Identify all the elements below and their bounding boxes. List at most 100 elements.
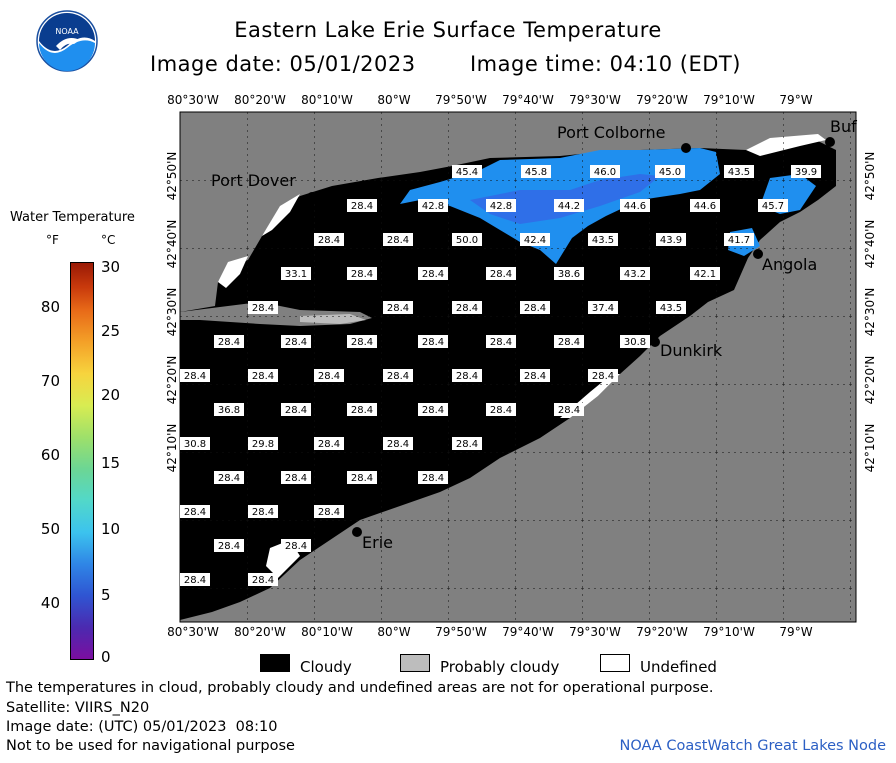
lat-label: 42°20'N [165, 356, 179, 405]
temperature-label-box [214, 539, 244, 552]
temperature-label-box [248, 369, 278, 382]
temperature-label-box [180, 573, 210, 586]
temperature-label: 46.0 [594, 167, 616, 178]
image-date-line: Image date: 05/01/2023 Image time: 04:10… [150, 52, 750, 76]
key-probably-cloudy-label: Probably cloudy [440, 658, 560, 676]
graticule [180, 112, 856, 622]
temperature-label: 43.5 [728, 167, 750, 178]
temperature-label-box [554, 199, 584, 212]
temperature-label-box [314, 233, 344, 246]
temperature-label: 28.4 [490, 405, 512, 416]
temperature-label-box [656, 301, 686, 314]
temperature-label: 28.4 [285, 405, 307, 416]
temperature-label-box [347, 471, 377, 484]
temperature-label: 43.9 [660, 235, 682, 246]
temperature-label-box [248, 573, 278, 586]
lon-label: 79°10'W [703, 93, 755, 107]
lat-label: 42°10'N [863, 424, 877, 473]
temperature-label: 28.4 [351, 405, 373, 416]
temperature-label: 28.4 [218, 473, 240, 484]
temperature-label: 28.4 [184, 371, 206, 382]
temperature-label-box [588, 369, 618, 382]
city-label: Buf [830, 117, 857, 136]
lon-label: 80°20'W [234, 625, 286, 639]
temperature-label-box [620, 335, 650, 348]
temperature-label: 36.8 [218, 405, 240, 416]
temperature-label-box [486, 267, 516, 280]
c-tick: 30 [101, 258, 121, 276]
temperature-label-box [347, 199, 377, 212]
temperature-label-box [347, 335, 377, 348]
temperature-colorbar [70, 262, 94, 660]
temperature-label: 29.8 [252, 439, 274, 450]
temperature-label-box [180, 437, 210, 450]
temperature-label-box [180, 505, 210, 518]
legend-title: Water Temperature [10, 210, 135, 225]
city-label: Port Dover [211, 171, 296, 190]
temperature-label-box [690, 267, 720, 280]
temperature-label-box [418, 471, 448, 484]
temperature-label-box [554, 267, 584, 280]
city-label: Dunkirk [660, 341, 723, 360]
c-tick: 10 [101, 520, 121, 538]
temperature-label-box [758, 199, 788, 212]
key-undefined-label: Undefined [640, 658, 717, 676]
temperature-label: 28.4 [490, 337, 512, 348]
temperature-label: 28.4 [351, 269, 373, 280]
lat-label: 42°50'N [863, 152, 877, 201]
temperature-label-box [214, 335, 244, 348]
disclaimer-note: The temperatures in cloud, probably clou… [6, 680, 714, 696]
image-time: Image time: 04:10 (EDT) [469, 52, 741, 76]
right-lat-labels: 42°50'N 42°40'N 42°30'N 42°20'N 42°10'N [863, 152, 877, 473]
temperature-label-box [620, 199, 650, 212]
temperature-label: 43.5 [660, 303, 682, 314]
temperature-label: 43.5 [592, 235, 614, 246]
satellite-note: Satellite: VIIRS_N20 [6, 700, 150, 716]
temperature-label: 28.4 [318, 371, 340, 382]
lon-label: 79°10'W [703, 625, 755, 639]
temperature-label: 28.4 [387, 371, 409, 382]
temperature-label-box [724, 165, 754, 178]
temperature-label: 28.4 [252, 507, 274, 518]
temperature-label-box [452, 165, 482, 178]
temperature-label: 43.2 [624, 269, 646, 280]
temperature-label-box [452, 369, 482, 382]
temperature-label: 28.4 [387, 235, 409, 246]
temperature-label: 41.7 [728, 235, 750, 246]
lon-label: 80°W [377, 93, 410, 107]
temperature-label: 28.4 [422, 473, 444, 484]
temperature-label-box [520, 369, 550, 382]
temperature-label-box [655, 165, 685, 178]
temperature-label-box [521, 165, 551, 178]
temperature-label: 28.4 [422, 269, 444, 280]
lon-label: 80°10'W [301, 93, 353, 107]
temperature-label-box [347, 403, 377, 416]
lat-label: 42°40'N [863, 220, 877, 269]
temperature-label-box [418, 199, 448, 212]
lon-label: 79°W [779, 93, 812, 107]
left-lat-labels: 42°50'N 42°40'N 42°30'N 42°20'N 42°10'N [165, 152, 179, 473]
temperature-label-box [554, 403, 584, 416]
lon-label: 79°W [779, 625, 812, 639]
temperature-label: 28.4 [558, 405, 580, 416]
temperature-label-box [656, 233, 686, 246]
lat-label: 42°10'N [165, 424, 179, 473]
navigation-note: Not to be used for navigational purpose [6, 738, 295, 754]
temperature-label-box [724, 233, 754, 246]
temperature-label-box [554, 335, 584, 348]
temperature-label: 42.8 [422, 201, 444, 212]
temperature-label: 30.8 [624, 337, 646, 348]
temperature-label-box [383, 369, 413, 382]
lat-label: 42°50'N [165, 152, 179, 201]
key-cloudy-label: Cloudy [300, 658, 352, 676]
temperature-label: 28.4 [318, 507, 340, 518]
f-tick: 70 [40, 372, 60, 390]
f-tick: 60 [40, 446, 60, 464]
temperature-label: 28.4 [456, 439, 478, 450]
temperature-label: 42.1 [694, 269, 716, 280]
temperature-label: 28.4 [490, 269, 512, 280]
lon-label: 80°30'W [167, 625, 219, 639]
temperature-label-box [383, 233, 413, 246]
city-dot-erie [352, 527, 362, 537]
